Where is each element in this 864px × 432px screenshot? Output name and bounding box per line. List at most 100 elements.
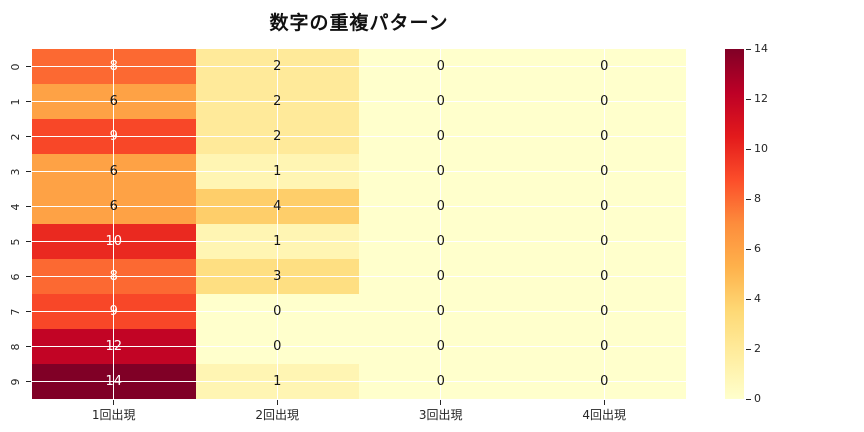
cell-value: 2: [273, 94, 282, 109]
cell-value: 2: [273, 59, 282, 74]
cell-value: 0: [600, 164, 609, 179]
colorbar-tick-mark: [746, 198, 751, 200]
colorbar-tick-mark: [746, 148, 751, 150]
cell-value: 1: [273, 164, 282, 179]
cell-value: 1: [273, 374, 282, 389]
cell-value: 0: [273, 304, 282, 319]
x-tick-label: 4回出現: [582, 408, 627, 422]
y-tick-label: 2: [9, 133, 22, 140]
y-tick-mark: [26, 101, 31, 102]
colorbar-tick-mark: [746, 398, 751, 400]
x-tick-mark: [276, 400, 278, 405]
colorbar-tick-label: 6: [754, 242, 761, 255]
gridline-horizontal: [32, 206, 686, 207]
y-tick-label: 7: [9, 308, 22, 315]
cell-value: 14: [105, 374, 123, 389]
page-title: 数字の重複パターン: [269, 12, 449, 34]
y-tick-mark: [26, 346, 31, 347]
colorbar-tick-mark: [746, 298, 751, 300]
colorbar-tick-label: 2: [754, 342, 761, 355]
cell-value: 12: [105, 339, 123, 354]
cell-value: 2: [273, 129, 282, 144]
cell-value: 0: [436, 374, 445, 389]
y-tick-mark: [26, 241, 31, 242]
gridline-horizontal: [32, 311, 686, 312]
gridline-horizontal: [32, 171, 686, 172]
cell-value: 0: [436, 304, 445, 319]
colorbar-tick-mark: [746, 98, 751, 100]
cell-value: 9: [109, 129, 118, 144]
colorbar-tick-label: 14: [754, 42, 768, 55]
y-tick-mark: [26, 66, 31, 67]
cell-value: 0: [600, 129, 609, 144]
gridline-vertical: [440, 49, 442, 399]
colorbar-tick-label: 10: [754, 142, 768, 155]
cell-value: 0: [436, 339, 445, 354]
gridline-horizontal: [32, 101, 686, 102]
colorbar-tick-label: 0: [754, 392, 761, 405]
gridline-vertical: [113, 49, 115, 399]
colorbar-tick-mark: [746, 348, 751, 350]
cell-value: 1: [273, 234, 282, 249]
y-tick-label: 9: [9, 378, 22, 385]
x-tick-label: 2回出現: [255, 408, 300, 422]
colorbar: [725, 49, 744, 399]
gridline-horizontal: [32, 346, 686, 347]
y-tick-label: 4: [9, 203, 22, 210]
x-tick-label: 3回出現: [418, 408, 463, 422]
heatmap-plot-area: 8 2 0 0 6 2 0 0 9 2 0 0 6 1 0 0 6 4 0 0 10 1 0 0 8 3 0 0 9 0 0 0 12 0 0 0 14…: [32, 49, 686, 399]
cell-value: 6: [109, 199, 118, 214]
y-tick-label: 6: [9, 273, 22, 280]
y-tick-mark: [26, 276, 31, 277]
y-tick-mark: [26, 381, 31, 382]
y-tick-mark: [26, 136, 31, 137]
y-tick-label: 8: [9, 343, 22, 350]
cell-value: 0: [600, 304, 609, 319]
cell-value: 8: [109, 269, 118, 284]
y-tick-label: 0: [9, 63, 22, 70]
cell-value: 0: [600, 94, 609, 109]
cell-value: 4: [273, 199, 282, 214]
cell-value: 0: [273, 339, 282, 354]
cell-value: 0: [600, 339, 609, 354]
cell-value: 6: [109, 164, 118, 179]
cell-value: 0: [436, 129, 445, 144]
x-tick-mark: [603, 400, 605, 405]
y-tick-label: 1: [9, 98, 22, 105]
colorbar-tick-mark: [746, 48, 751, 50]
gridline-horizontal: [32, 241, 686, 242]
cell-value: 0: [600, 269, 609, 284]
cell-value: 0: [600, 234, 609, 249]
cell-value: 0: [436, 199, 445, 214]
y-tick-mark: [26, 311, 31, 312]
cell-value: 0: [600, 59, 609, 74]
colorbar-tick-label: 12: [754, 92, 768, 105]
cell-value: 9: [109, 304, 118, 319]
cell-value: 0: [436, 234, 445, 249]
x-tick-mark: [113, 400, 115, 405]
gridline-horizontal: [32, 381, 686, 382]
y-tick-label: 3: [9, 168, 22, 175]
y-tick-label: 5: [9, 238, 22, 245]
gridline-horizontal: [32, 66, 686, 67]
colorbar-tick-label: 4: [754, 292, 761, 305]
x-tick-label: 1回出現: [91, 408, 136, 422]
y-tick-mark: [26, 206, 31, 207]
gridline-horizontal: [32, 276, 686, 277]
cell-value: 3: [273, 269, 282, 284]
x-tick-mark: [440, 400, 442, 405]
cell-value: 0: [436, 94, 445, 109]
colorbar-tick-label: 8: [754, 192, 761, 205]
cell-value: 0: [436, 269, 445, 284]
cell-value: 6: [109, 94, 118, 109]
gridline-vertical: [603, 49, 605, 399]
gridline-horizontal: [32, 136, 686, 137]
y-tick-mark: [26, 171, 31, 172]
cell-value: 8: [109, 59, 118, 74]
cell-value: 0: [436, 164, 445, 179]
colorbar-tick-mark: [746, 248, 751, 250]
cell-value: 0: [600, 199, 609, 214]
cell-value: 0: [436, 59, 445, 74]
cell-value: 10: [105, 234, 123, 249]
